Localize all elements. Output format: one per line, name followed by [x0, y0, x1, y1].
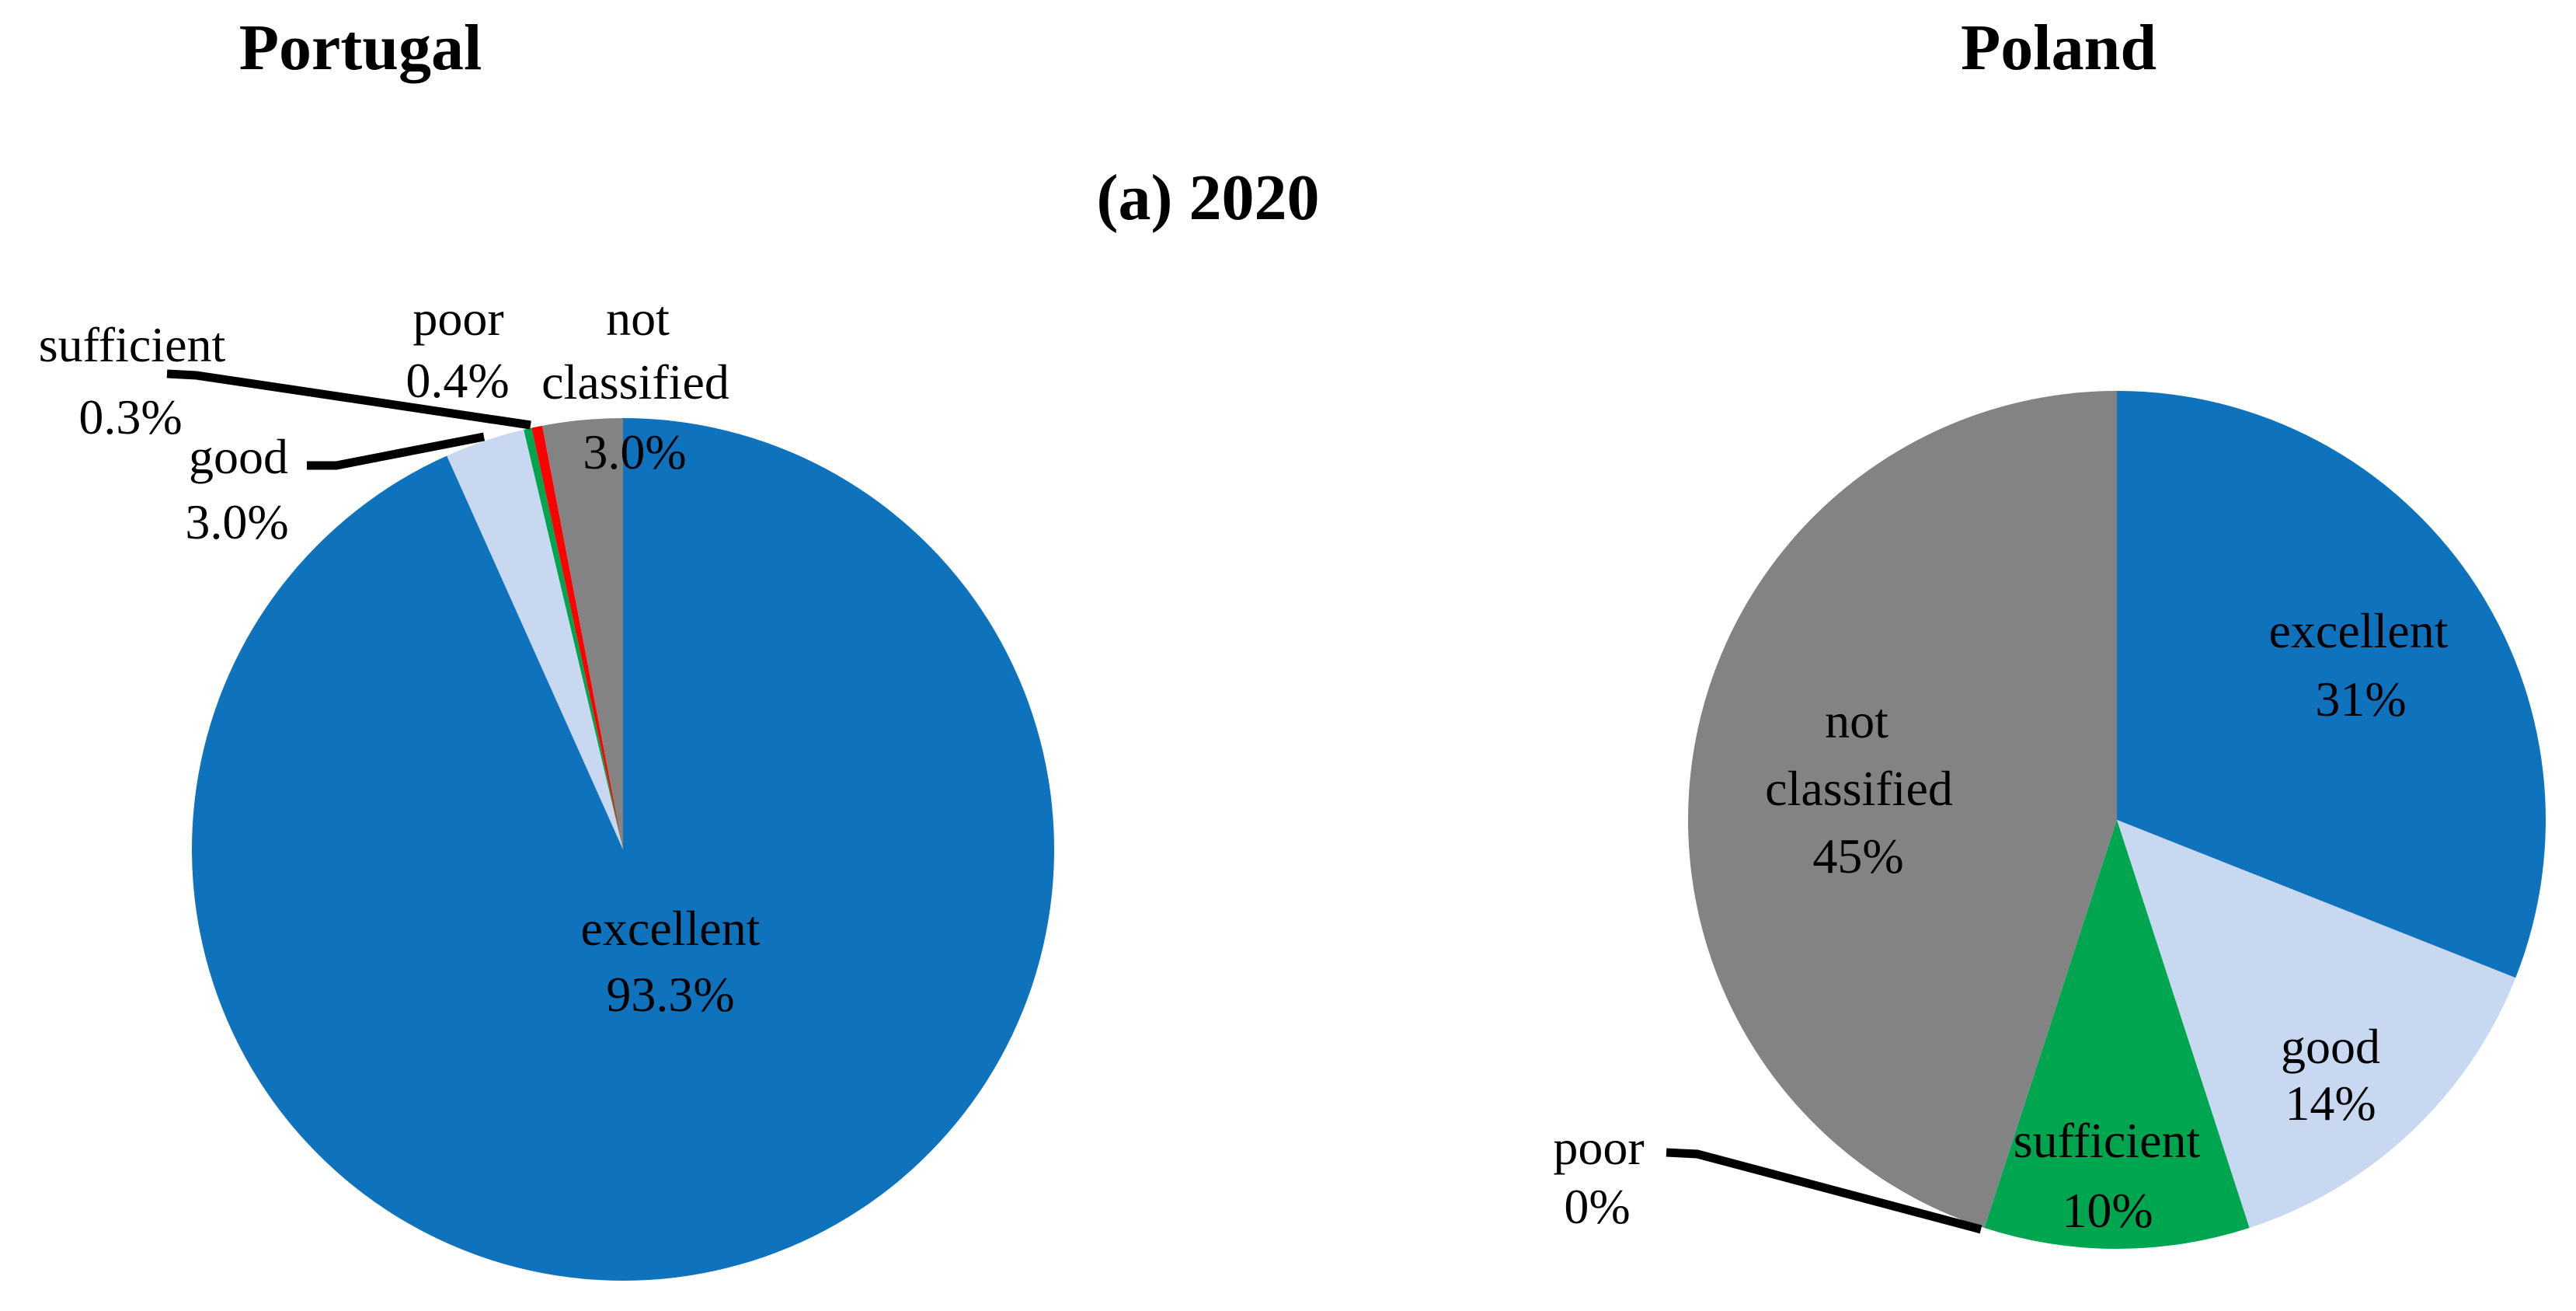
- poland-not-classified-value: 45%: [1812, 828, 1904, 884]
- poland-slice-excellent: [2117, 391, 2546, 978]
- portugal-sufficient-value: 0.3%: [78, 389, 183, 445]
- portugal-slice-sufficient: [524, 427, 623, 849]
- poland-not-classified-label-line1: not: [1825, 693, 1888, 748]
- portugal-slice-excellent: [192, 418, 1055, 1281]
- portugal-slice-good: [447, 429, 623, 849]
- leader-lines: [166, 369, 1982, 1234]
- poland-excellent-label: excellent: [2268, 603, 2449, 658]
- poland-poor-leader-line: [1666, 1148, 1982, 1234]
- portugal-sufficient-label: sufficient: [38, 317, 226, 372]
- portugal-excellent-value: 93.3%: [606, 967, 735, 1022]
- portugal-good-label: good: [189, 429, 288, 484]
- poland-title: Poland: [1960, 12, 2157, 84]
- poland-slice-sufficient: [1984, 820, 2250, 1249]
- portugal-poor-label: poor: [413, 291, 504, 346]
- poland-not-classified-label-line2: classified: [1765, 761, 1953, 816]
- poland-sufficient-label: sufficient: [2013, 1113, 2201, 1168]
- portugal-slice-poor: [531, 425, 623, 849]
- portugal-sufficient-leader-line: [166, 369, 531, 430]
- poland-poor-label: poor: [1553, 1120, 1645, 1175]
- portugal-not-classified-label-line1: not: [606, 291, 670, 346]
- poland-slice-good: [2117, 820, 2516, 1228]
- poland-good-value: 14%: [2285, 1076, 2376, 1131]
- portugal-good-leader-line: [307, 432, 486, 470]
- poland-slice-not-classified: [1688, 390, 2117, 1228]
- poland-poor-value: 0%: [1564, 1179, 1631, 1234]
- portugal-slice-not-classified: [542, 418, 623, 849]
- portugal-not-classified-label-line2: classified: [541, 354, 729, 410]
- portugal-poor-value: 0.4%: [406, 353, 510, 408]
- portugal-not-classified-value: 3.0%: [583, 424, 687, 479]
- portugal-title: Portugal: [238, 12, 482, 84]
- poland-sufficient-value: 10%: [2062, 1183, 2153, 1238]
- portugal-good-value: 3.0%: [185, 494, 289, 549]
- figure-caption: (a) 2020: [1096, 162, 1320, 234]
- poland-excellent-value: 31%: [2315, 671, 2407, 727]
- poland-pie: [1688, 390, 2546, 1249]
- poland-good-label: good: [2281, 1019, 2380, 1074]
- portugal-pie: [192, 418, 1055, 1281]
- portugal-excellent-label: excellent: [580, 901, 761, 956]
